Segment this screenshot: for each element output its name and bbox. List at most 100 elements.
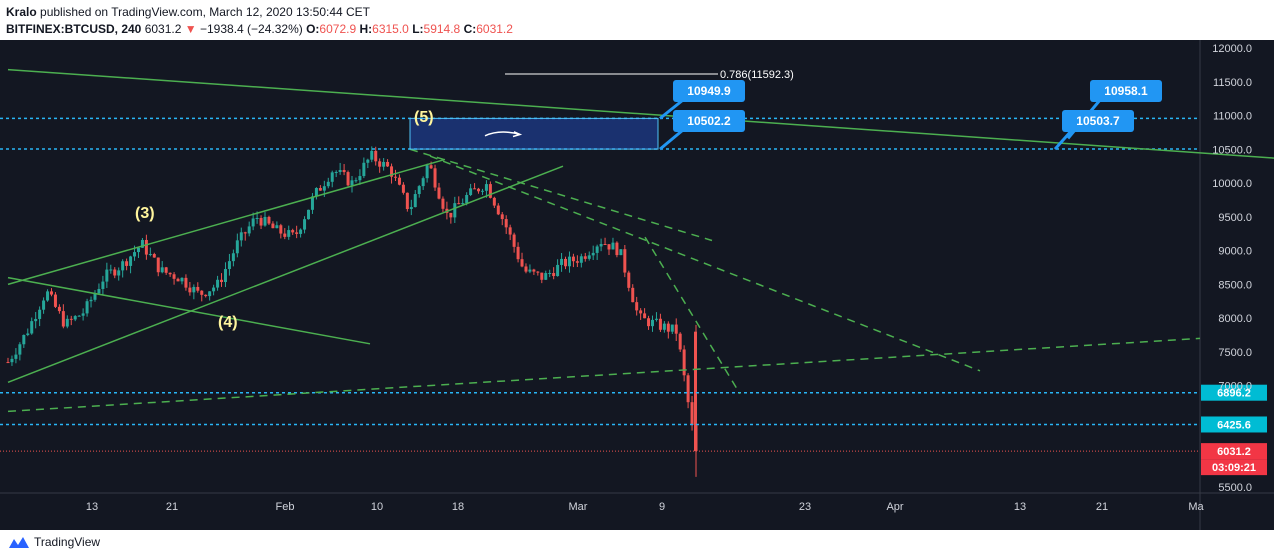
candle-body [172, 274, 176, 279]
time-tick-label: 13 [1014, 501, 1026, 513]
candle-body [81, 313, 85, 316]
candle-body [14, 354, 18, 359]
candle-body [223, 269, 227, 283]
tradingview-logo[interactable]: TradingView [8, 535, 100, 549]
level-badge-6425: 6425.6 [1217, 419, 1251, 431]
candle-body [192, 286, 196, 293]
candle-body [239, 232, 243, 241]
candle-body [77, 315, 81, 317]
published-text: published on TradingView.com, March 12, … [40, 5, 371, 19]
candle-body [69, 318, 73, 320]
price-chart[interactable]: 0.786(11592.3) 10949.9 10502.2 10958.1 10503… [0, 40, 1274, 530]
candle-body [57, 306, 61, 312]
candle-body [477, 188, 481, 192]
candle-body [441, 198, 445, 209]
candle-body [105, 269, 109, 282]
candle-body [643, 313, 647, 319]
candle-body [73, 316, 77, 320]
price-tick-label: 9000.0 [1218, 246, 1252, 258]
candle-body [216, 279, 220, 288]
callout-pointer [1053, 129, 1074, 151]
candle-body [362, 162, 366, 177]
candle-body [101, 281, 105, 289]
level-label-upper-bg [1090, 80, 1162, 102]
box-bottom-label-bg [673, 110, 745, 132]
level-label-lower: 10503.7 [1076, 114, 1120, 128]
candle-body [160, 267, 164, 273]
candle-body [275, 225, 279, 229]
candle-body [417, 186, 421, 195]
footer: TradingView [0, 530, 1274, 556]
level-label-upper: 10958.1 [1104, 84, 1148, 98]
author-name[interactable]: Kralo [6, 5, 37, 19]
candle-body [144, 239, 148, 255]
candle-body [93, 293, 97, 300]
candle-body [18, 344, 22, 355]
candle-body [579, 256, 583, 263]
candle-body [544, 273, 548, 280]
candle-body [164, 267, 168, 273]
chart-area[interactable]: 0.786(11592.3) 10949.9 10502.2 10958.1 10503… [0, 40, 1274, 530]
drawings-layer: 0.786(11592.3) 10949.9 10502.2 10958.1 10503… [0, 68, 1274, 476]
time-axis[interactable]: 13 21 Feb 10 18 Mar 9 23 Apr 13 21 Ma [86, 501, 1205, 513]
candle-body [611, 242, 615, 250]
candle-body [425, 165, 429, 179]
trend-line [7, 158, 446, 286]
candle-body [180, 277, 184, 282]
callout-pointer [659, 128, 684, 151]
candle-body [303, 219, 307, 230]
candle-body [390, 166, 394, 177]
box-bottom-label: 10502.2 [687, 114, 731, 128]
price-change: −1938.4 (−24.32%) [199, 22, 303, 36]
candle-body [136, 247, 140, 253]
candle-body [283, 233, 287, 237]
candle-body [421, 178, 425, 187]
candle-body [429, 165, 433, 169]
symbol-label[interactable]: BITFINEX:BTCUSD, 240 [6, 22, 142, 36]
candle-body [156, 257, 160, 273]
candle-body [326, 181, 330, 187]
candle-body [433, 168, 437, 188]
price-axis[interactable]: 12000.0 11500.0 11000.0 10500.0 10000.0 9500.… [1212, 43, 1252, 494]
candle-body [314, 187, 318, 197]
candle-body [263, 216, 267, 226]
close-label: C: [463, 22, 477, 36]
candle-body [334, 171, 338, 173]
candle-body [140, 239, 144, 248]
last-price-badge-bg [1201, 443, 1267, 460]
candle-body [295, 232, 299, 234]
price-tick-label: 7000.0 [1218, 381, 1252, 393]
candle-body [674, 324, 678, 334]
price-tick-label: 9500.0 [1218, 212, 1252, 224]
candle-body [627, 272, 631, 288]
candle-body [453, 203, 457, 218]
candle-body [488, 184, 492, 198]
candle-body [30, 321, 34, 334]
last-price: 6031.2 [144, 22, 182, 36]
price-tick-label: 11000.0 [1213, 111, 1252, 123]
candle-body [409, 207, 413, 210]
candle-body [212, 287, 216, 292]
candle-body [496, 205, 500, 215]
candle-body [279, 225, 283, 234]
candle-body [358, 176, 362, 181]
candle-body [662, 323, 666, 330]
candle-body [603, 243, 607, 245]
candle-body [524, 266, 528, 272]
candle-body [188, 287, 192, 293]
candle-body [287, 230, 291, 237]
candle-body [89, 299, 93, 302]
candle-body [231, 253, 235, 262]
candle-body [46, 291, 50, 301]
dashed-trend-line [7, 337, 1201, 413]
price-tick-label: 12000.0 [1212, 43, 1252, 55]
time-tick-label: Feb [276, 501, 295, 513]
candle-body [85, 301, 89, 314]
candle-body [465, 194, 469, 204]
candle-body [686, 375, 690, 403]
candle-body [208, 291, 212, 297]
candle-body [271, 223, 275, 229]
candle-body [255, 217, 259, 219]
candle-body [678, 333, 682, 350]
candle-body [619, 249, 623, 256]
